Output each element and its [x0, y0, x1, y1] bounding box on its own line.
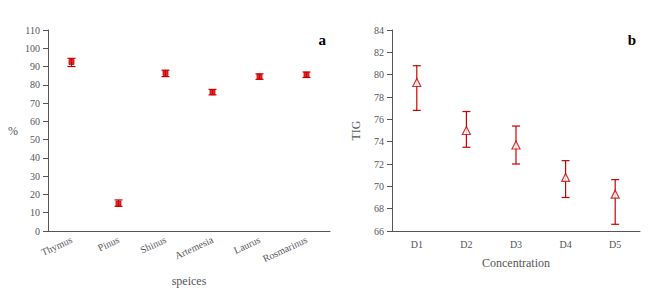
svg-text:D5: D5 — [609, 239, 621, 250]
svg-text:50: 50 — [30, 134, 40, 145]
svg-text:Shinus: Shinus — [139, 234, 168, 256]
svg-text:Concentration: Concentration — [482, 256, 550, 270]
svg-text:TIG: TIG — [349, 120, 363, 140]
svg-text:Pinus: Pinus — [96, 234, 121, 253]
svg-text:60: 60 — [30, 116, 40, 127]
svg-text:70: 70 — [30, 98, 40, 109]
svg-text:66: 66 — [374, 226, 384, 237]
svg-text:82: 82 — [374, 47, 384, 58]
svg-text:D3: D3 — [510, 239, 522, 250]
svg-text:20: 20 — [30, 189, 40, 200]
svg-text:D1: D1 — [411, 239, 423, 250]
svg-text:30: 30 — [30, 171, 40, 182]
svg-text:70: 70 — [374, 181, 384, 192]
svg-text:74: 74 — [374, 136, 384, 147]
svg-text:%: % — [8, 124, 18, 138]
svg-text:110: 110 — [25, 25, 40, 36]
svg-text:68: 68 — [374, 203, 384, 214]
svg-text:72: 72 — [374, 159, 384, 170]
svg-text:90: 90 — [30, 61, 40, 72]
svg-text:84: 84 — [374, 25, 384, 36]
svg-text:Laurus: Laurus — [232, 234, 262, 256]
svg-text:80: 80 — [30, 79, 40, 90]
svg-text:100: 100 — [25, 43, 40, 54]
svg-text:D2: D2 — [460, 239, 472, 250]
svg-text:Thymus: Thymus — [40, 234, 74, 258]
svg-text:76: 76 — [374, 114, 384, 125]
svg-text:b: b — [628, 32, 636, 48]
svg-text:0: 0 — [35, 226, 40, 237]
svg-text:Rosmarinus: Rosmarinus — [261, 234, 309, 264]
svg-text:80: 80 — [374, 69, 384, 80]
svg-text:D4: D4 — [559, 239, 571, 250]
svg-text:10: 10 — [30, 207, 40, 218]
svg-text:speices: speices — [172, 274, 207, 288]
svg-text:a: a — [319, 32, 327, 48]
svg-text:40: 40 — [30, 152, 40, 163]
svg-text:78: 78 — [374, 92, 384, 103]
svg-text:Artemesia: Artemesia — [173, 234, 215, 262]
